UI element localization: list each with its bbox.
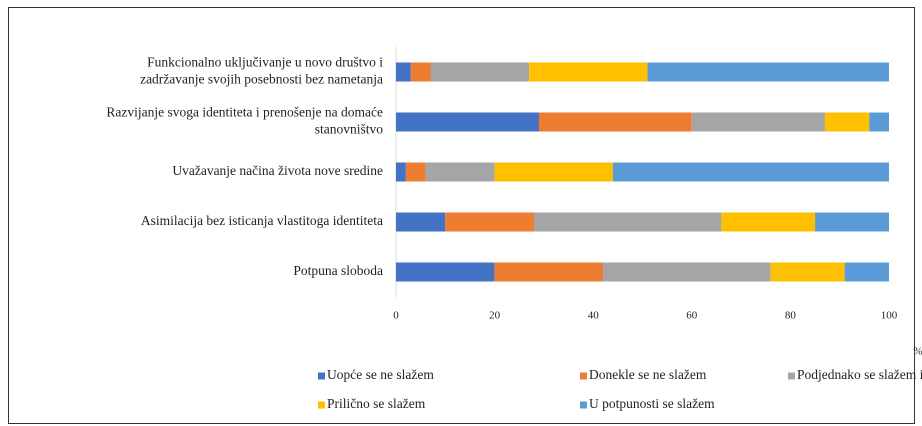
legend-label: Prilično se slažem [327,396,426,411]
bar-segment [538,112,692,132]
bar-segment [494,262,604,282]
bar-segment [691,112,825,132]
category-label: Funkcionalno uključivanje u novo društvo… [140,55,383,87]
bar-segment [425,162,495,182]
bar-segment [721,212,816,232]
bar-segment [396,112,539,132]
bar-segment [396,162,406,182]
category-label: Razvijanje svoga identiteta i prenošenje… [106,105,383,137]
legend-label: Podjednako se slažem i ne slažem [797,367,922,382]
x-tick-label: 40 [588,310,600,322]
category-label: Asimilacija bez isticanja vlastitoga ide… [141,213,383,228]
bar-segment [430,62,530,82]
x-tick-label: 60 [686,310,698,322]
bar-segment [815,212,889,232]
bar-segment [603,262,771,282]
bar-segment [844,262,889,282]
bar-segment [612,162,889,182]
x-tick-label: 80 [785,310,797,322]
bar-segment [396,212,446,232]
bar-segment [824,112,870,132]
x-tick-label: 20 [489,310,501,322]
bar-segment [647,62,889,82]
legend-swatch [318,401,325,409]
legend-swatch [580,372,587,380]
legend-label: Uopće se ne slažem [327,367,434,382]
category-label: Uvažavanje načina života nove sredine [172,163,383,178]
bar-segment [869,112,889,132]
bar-segment [445,212,535,232]
legend-swatch [318,372,325,380]
bar-segment [410,62,431,82]
bar-segment [770,262,845,282]
bar-segment [529,62,648,82]
x-tick-label: 100 [881,310,898,322]
bar-segment [405,162,426,182]
bar-segment [534,212,722,232]
legend-swatch [580,401,587,409]
bar-segment [494,162,613,182]
category-label: Potpuna sloboda [293,263,383,278]
legend-label: U potpunosti se slažem [589,396,715,411]
bar-segment [396,262,495,282]
chart-border [8,7,915,424]
legend-label: Donekle se ne slažem [589,367,707,382]
legend-swatch [788,372,795,380]
bar-segment [396,62,411,82]
x-tick-label: 0 [393,310,399,322]
x-unit: % [913,346,922,358]
